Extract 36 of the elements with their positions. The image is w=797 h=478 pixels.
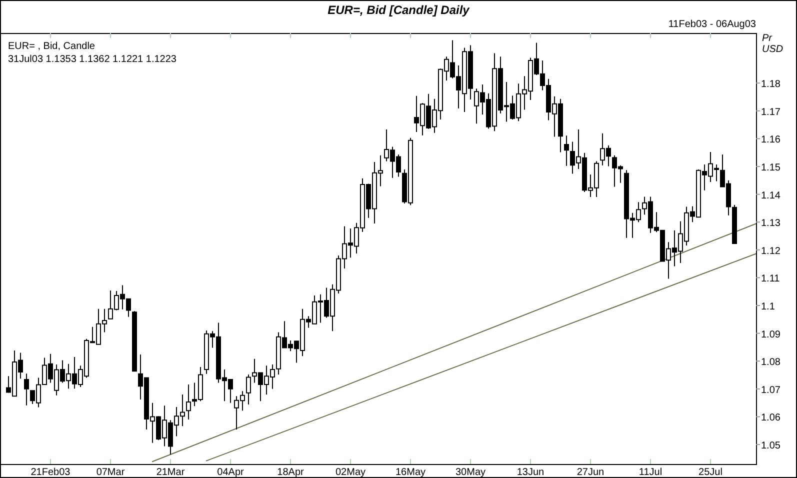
candlestick	[132, 310, 137, 372]
x-tick-label: 16May	[395, 467, 426, 478]
x-tick-label: 27Jun	[576, 467, 604, 478]
y-tick-label: 1.08	[761, 357, 781, 368]
x-tick-label: 13Jun	[516, 467, 544, 478]
candlestick	[24, 373, 29, 406]
y-tick-label: 1.15	[761, 162, 781, 174]
candlestick	[246, 374, 251, 405]
x-tick-label: 21Feb03	[30, 467, 71, 478]
annotation: EUR= , Bid, Candle	[8, 41, 96, 52]
y-tick-label: 1.11	[761, 274, 780, 285]
y-tick-label: 1.16	[761, 134, 781, 146]
y-tick-label: 1.06	[761, 412, 781, 424]
y-tick-label: 1.13	[761, 218, 781, 230]
x-tick-label: 18Apr	[277, 467, 305, 478]
x-tick-label: 02May	[335, 467, 366, 478]
x-tick-label: 25Jul	[698, 467, 722, 478]
candlestick	[186, 384, 191, 420]
y-tick-label: 1.18	[761, 79, 781, 90]
candlestick	[564, 135, 569, 166]
x-tick-label: 21Mar	[156, 467, 186, 478]
y-tick-label: 1.17	[761, 106, 781, 118]
chart-title: EUR=, Bid [Candle] Daily	[328, 3, 471, 17]
chart-subtitle: 11Feb03 - 06Aug03	[668, 19, 756, 30]
y-tick-label: 1.14	[761, 190, 781, 202]
y-tick-label: 1.05	[761, 440, 781, 452]
y-tick-label: 1.09	[761, 329, 781, 340]
x-tick-label: 07Mar	[96, 467, 126, 478]
y-axis-title: Pr USD	[762, 33, 784, 55]
x-tick-label: 04Apr	[217, 467, 245, 478]
x-tick-label: 30May	[455, 467, 486, 478]
y-tick-label: 1.07	[761, 384, 781, 396]
x-tick-label: 11Jul	[638, 467, 662, 478]
annotation: 31Jul03 1.1353 1.1362 1.1221 1.1223	[8, 54, 177, 65]
y-tick-label: 1.1	[761, 302, 776, 313]
y-tick-label: 1.12	[761, 246, 781, 257]
